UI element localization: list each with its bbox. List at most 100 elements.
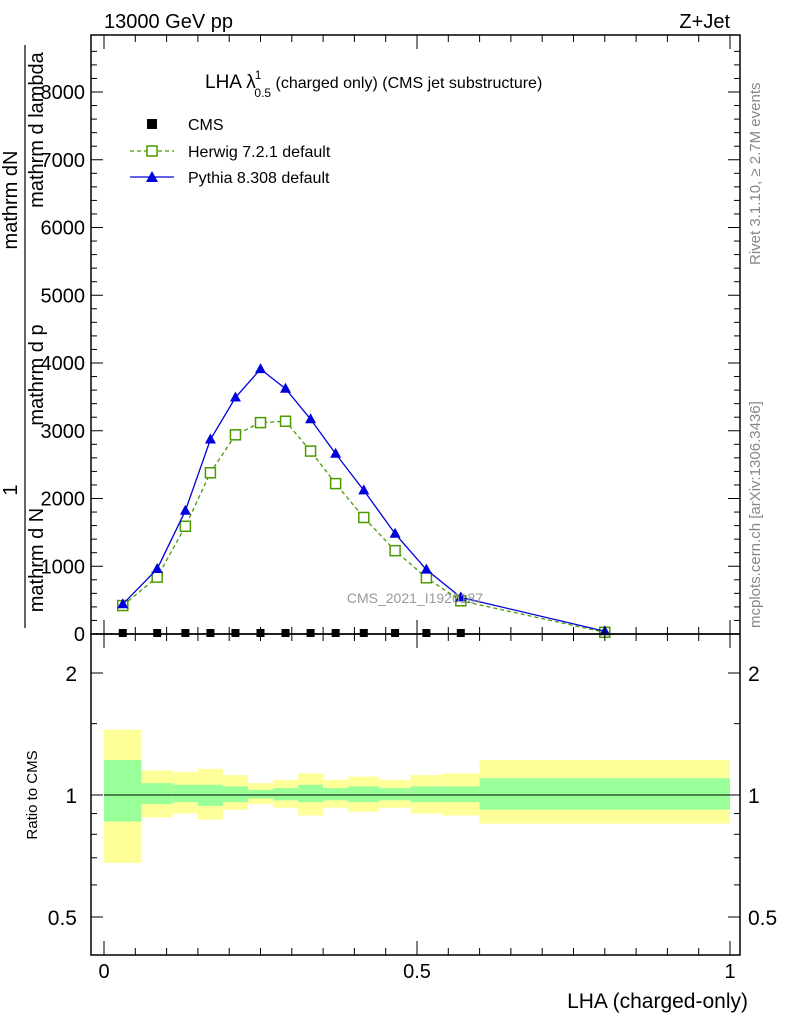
legend-label-herwig: Herwig 7.2.1 default — [188, 144, 331, 161]
data-point-cms — [281, 629, 290, 637]
data-point-pythia — [204, 433, 216, 444]
main-series-layer — [117, 363, 611, 639]
main-ytick-label: 8000 — [41, 82, 86, 104]
main-ytick-label: 7000 — [41, 150, 86, 172]
data-point-herwig — [204, 467, 217, 479]
ratio-band-inner — [442, 786, 480, 803]
ylabel-denominator-p: mathrm d p — [26, 324, 48, 425]
data-point-cms — [456, 629, 465, 637]
ratio-band-inner — [298, 784, 324, 803]
data-point-pythia — [255, 363, 266, 374]
legend-entry-pythia: Pythia 8.308 default — [130, 170, 330, 187]
main-ylabel: 1 mathrm dN mathrm d N mathrm d p mathrm… — [0, 45, 48, 628]
ylabel-numerator: mathrm dN — [0, 151, 22, 250]
ylabel-denominator-lambda: mathrm d lambda — [26, 51, 48, 207]
data-point-herwig — [151, 571, 163, 583]
data-point-pythia — [358, 484, 370, 495]
data-point-herwig — [329, 477, 342, 490]
legend-entry-cms: CMS — [147, 117, 224, 134]
data-point-pythia — [280, 382, 292, 393]
legend-marker-herwig — [146, 145, 158, 157]
ratio-ytick-label: 2 — [65, 663, 77, 686]
legend-label-cms: CMS — [188, 117, 224, 134]
data-point-cms — [153, 629, 162, 637]
data-point-pythia — [389, 527, 401, 538]
ratio-bands — [104, 729, 730, 863]
data-point-cms — [359, 629, 368, 637]
plot-title-rest: (charged only) (CMS jet substructure) — [271, 75, 542, 92]
data-point-herwig — [279, 415, 292, 428]
ratio-ytick-label: 0.5 — [48, 907, 77, 930]
legend-marker-pythia — [146, 171, 158, 182]
ratio-ytick-label-right: 1 — [748, 785, 760, 808]
ratio-band-inner — [348, 786, 380, 803]
data-point-pythia — [330, 447, 342, 458]
data-point-cms — [422, 629, 431, 637]
ratio-band-inner — [323, 788, 349, 801]
main-ytick-label: 6000 — [41, 218, 86, 240]
ylabel-prefactor-numerator: 1 — [0, 484, 22, 495]
data-point-pythia — [179, 504, 191, 515]
analysis-watermark: CMS_2021_I1920187 — [347, 590, 483, 606]
ratio-xlabel: LHA (charged-only) — [567, 990, 748, 1013]
ratio-ticks: 0.5 0.5 1 1 2 2 0 0.5 1 — [48, 634, 777, 983]
legend: CMS Herwig 7.2.1 default Pythia 8.308 de… — [130, 117, 331, 187]
data-point-cms — [331, 629, 340, 637]
data-point-herwig — [389, 544, 401, 557]
data-point-pythia — [305, 413, 317, 424]
ratio-ylabel: Ratio to CMS — [24, 750, 41, 839]
series-line-2 — [122, 368, 605, 632]
plot-title: LHA λ1 0.5 (charged only) (CMS jet substr… — [205, 68, 542, 100]
ratio-ytick-label: 1 — [65, 785, 77, 808]
data-point-herwig — [420, 572, 433, 584]
data-point-cms — [118, 629, 127, 637]
plot-title-subscript: 0.5 — [254, 86, 271, 100]
ratio-band-inner — [410, 786, 443, 803]
data-point-pythia — [229, 391, 241, 402]
data-point-herwig — [229, 429, 242, 441]
ratio-ytick-label-right: 2 — [748, 663, 760, 686]
main-ytick-label: 3000 — [41, 421, 86, 443]
data-point-pythia — [151, 562, 163, 573]
plot-title-superscript: 1 — [255, 68, 262, 82]
main-ticks: 0 1000 2000 3000 4000 5000 6000 7000 8000 — [41, 35, 740, 646]
main-ytick-label: 5000 — [41, 285, 86, 307]
data-point-cms — [181, 629, 190, 637]
ratio-band-inner — [141, 783, 173, 805]
data-point-cms — [231, 629, 240, 637]
ratio-band-inner — [379, 788, 411, 801]
header-process-label: 13000 GeV pp — [104, 11, 233, 33]
rivet-version-label: Rivet 3.1.10, ≥ 2.7M events — [747, 83, 764, 266]
ratio-plot: 0.5 0.5 1 1 2 2 0 0.5 1 Ratio to CMS LHA (charge… — [24, 633, 777, 1013]
data-point-pythia — [455, 591, 467, 602]
ratio-band-inner — [104, 760, 142, 822]
data-point-herwig — [254, 416, 267, 429]
main-ytick-label: 2000 — [41, 489, 86, 511]
data-point-herwig — [358, 511, 370, 524]
main-ytick-label: 1000 — [41, 556, 86, 578]
mcplots-reference-label: mcplots.cern.ch [arXiv:1306.3436] — [747, 401, 764, 628]
ratio-ytick-label-right: 0.5 — [748, 907, 777, 930]
data-point-pythia — [117, 598, 129, 609]
ratio-xtick-label: 0 — [98, 961, 109, 983]
ylabel-prefactor-denominator: mathrm d N — [26, 508, 48, 612]
legend-marker-cms — [147, 119, 157, 129]
ratio-band-inner — [247, 789, 274, 799]
ratio-xtick-label: 0.5 — [403, 961, 431, 983]
ratio-band-inner — [273, 788, 299, 801]
data-point-cms — [306, 629, 315, 637]
ratio-xtick-label: 1 — [724, 961, 735, 983]
plot-title-main: LHA λ — [205, 72, 256, 93]
ratio-band-inner — [479, 778, 730, 810]
ratio-band-inner — [172, 784, 198, 803]
data-point-pythia — [420, 563, 432, 574]
header-channel-label: Z+Jet — [679, 11, 730, 33]
data-point-herwig — [304, 445, 317, 457]
ratio-band-inner — [222, 786, 248, 803]
main-ytick-label: 0 — [74, 624, 85, 646]
data-point-cms — [206, 629, 215, 637]
legend-entry-herwig: Herwig 7.2.1 default — [130, 144, 331, 161]
data-point-herwig — [179, 520, 192, 533]
